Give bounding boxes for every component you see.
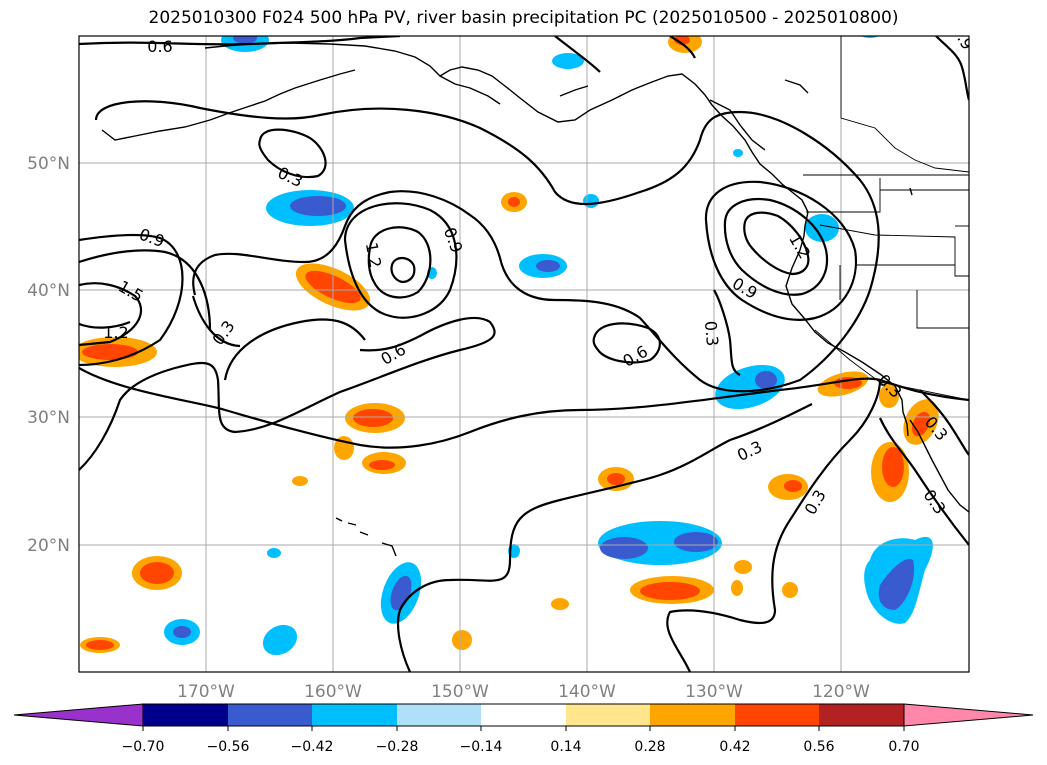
colorbar-segment xyxy=(650,704,735,726)
colorbar-segment xyxy=(397,704,481,726)
contour-label: 0.6 xyxy=(147,37,172,56)
anomaly-patch xyxy=(79,337,157,367)
colorbar-segment xyxy=(312,704,397,726)
anomaly-patch xyxy=(221,36,269,52)
anomaly-patch xyxy=(519,254,567,278)
anomaly-patch xyxy=(80,637,120,653)
anomaly-patch xyxy=(262,624,298,656)
colorbar-segment xyxy=(735,704,819,726)
colorbar-tick-label: −0.14 xyxy=(460,739,503,755)
colorbar-segment xyxy=(566,704,650,726)
lon-tick-label: 130°W xyxy=(685,682,743,702)
anomaly-patch xyxy=(345,403,405,433)
contour-label: 0.3 xyxy=(701,320,722,347)
colorbar-tick-label: −0.56 xyxy=(207,739,250,755)
lon-tick-label: 170°W xyxy=(177,682,235,702)
colorbar-tick-label: 0.70 xyxy=(888,739,919,755)
anomaly-patch xyxy=(598,521,722,565)
anomaly-patch xyxy=(292,476,308,486)
contour-label: 0.9 xyxy=(137,225,167,252)
colorbar-ticks xyxy=(142,726,905,731)
contour-label: 1.5 xyxy=(115,277,147,306)
anomaly-patch xyxy=(380,562,422,624)
contour-label: 0.3 xyxy=(275,163,306,191)
contour-label: 0.9 xyxy=(440,225,467,255)
map-panel: 0.6 0.3 0.9 1.2 0.9 1.5 1.2 0.3 0.6 0.9 … xyxy=(79,21,977,672)
contour-label: 1.2 xyxy=(103,323,128,342)
colorbar-segment xyxy=(143,704,228,726)
colorbar-segment xyxy=(819,704,904,726)
contour-label: 1.2 xyxy=(362,241,385,269)
colorbar-extend-high xyxy=(903,703,1034,727)
anomaly-patch xyxy=(768,474,808,500)
anomaly-patch xyxy=(879,384,899,408)
map-frame xyxy=(78,35,970,673)
colorbar-tick-label: 0.28 xyxy=(634,739,665,755)
anomaly-patch xyxy=(734,560,752,574)
lon-tick-label: 160°W xyxy=(304,682,362,702)
anomaly-patch xyxy=(267,548,281,558)
longitude-labels: 170°W 160°W 150°W 140°W 130°W 120°W xyxy=(177,682,870,702)
anomaly-patch xyxy=(266,190,354,226)
anomaly-patch xyxy=(733,149,743,157)
anomaly-patch xyxy=(552,53,584,69)
anomaly-patch xyxy=(805,214,839,242)
contour-label: 0.9 xyxy=(948,21,977,53)
contour-label: 0.6 xyxy=(619,342,651,371)
colorbar-tick-label: 0.14 xyxy=(550,739,581,755)
colorbar-tick-label: −0.28 xyxy=(376,739,419,755)
lat-tick-label: 20°N xyxy=(27,536,70,556)
negative-anomaly-shading xyxy=(164,36,933,656)
colorbar-tick-label: 0.56 xyxy=(803,739,834,755)
contour-label: 0.3 xyxy=(208,317,238,349)
colorbar: −0.70 −0.56 −0.42 −0.28 −0.14 0.14 0.28 … xyxy=(13,703,1034,755)
anomaly-patch xyxy=(551,598,569,610)
anomaly-patch xyxy=(668,36,702,53)
lat-tick-label: 30°N xyxy=(27,408,70,428)
lon-tick-label: 140°W xyxy=(558,682,616,702)
colorbar-segment xyxy=(228,704,312,726)
anomaly-patch xyxy=(501,192,527,212)
anomaly-patch xyxy=(630,576,714,604)
colorbar-segment xyxy=(481,704,566,726)
colorbar-extend-low xyxy=(13,703,144,727)
map-gridlines xyxy=(79,36,969,672)
anomaly-patch xyxy=(864,536,933,624)
anomaly-patch xyxy=(164,619,200,645)
anomaly-patch xyxy=(731,580,743,596)
anomaly-patch xyxy=(871,442,909,502)
lat-tick-label: 50°N xyxy=(27,154,70,174)
anomaly-patch xyxy=(715,364,785,410)
contour-label: 0.9 xyxy=(729,274,761,303)
colorbar-tick-label: −0.70 xyxy=(122,739,165,755)
anomaly-patch xyxy=(452,630,472,650)
lon-tick-label: 120°W xyxy=(812,682,870,702)
colorbar-frame xyxy=(142,703,905,727)
latitude-labels: 50°N 40°N 30°N 20°N xyxy=(27,154,70,556)
anomaly-patch xyxy=(132,556,182,590)
contour-label: 0.3 xyxy=(734,437,765,465)
colorbar-tick-label: −0.42 xyxy=(291,739,334,755)
lat-tick-label: 40°N xyxy=(27,281,70,301)
colorbar-tick-label: 0.42 xyxy=(719,739,750,755)
coastlines xyxy=(101,42,969,557)
map-title: 2025010300 F024 500 hPa PV, river basin … xyxy=(148,8,899,28)
anomaly-patch xyxy=(782,582,798,598)
anomaly-patch xyxy=(583,194,599,208)
lon-tick-label: 150°W xyxy=(431,682,489,702)
pv-contours xyxy=(79,36,969,672)
